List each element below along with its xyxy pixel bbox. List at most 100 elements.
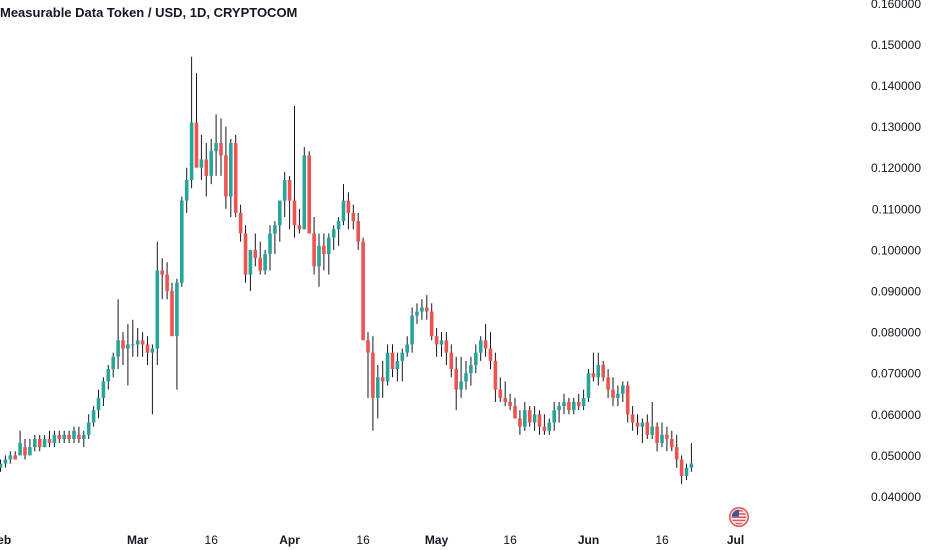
candle xyxy=(390,344,395,378)
price-tick-label: 0.040000 xyxy=(871,490,921,504)
candle xyxy=(454,356,458,411)
candle-body xyxy=(601,364,605,378)
candle-body xyxy=(625,385,630,415)
candle xyxy=(111,352,115,378)
candle-body xyxy=(233,143,238,213)
candle-body xyxy=(57,434,62,439)
candle xyxy=(537,410,542,435)
candle xyxy=(224,126,228,209)
candle xyxy=(552,401,556,431)
candle-body xyxy=(464,373,468,382)
candle xyxy=(415,303,419,324)
candle xyxy=(621,381,625,402)
candle xyxy=(47,430,52,448)
candle xyxy=(322,233,326,271)
candle xyxy=(469,356,473,386)
candle xyxy=(474,344,478,374)
candle-body xyxy=(13,455,17,460)
candle-body xyxy=(263,254,267,271)
candle-body xyxy=(385,352,390,382)
candle-body xyxy=(273,225,277,234)
candle xyxy=(278,200,282,242)
candle-body xyxy=(341,200,346,222)
price-tick-label: 0.150000 xyxy=(871,38,921,52)
candle-body xyxy=(645,422,650,435)
time-axis[interactable]: Feb Mar 16 Apr 16 May 16 Jun 16 Jul xyxy=(0,533,744,547)
candle xyxy=(135,327,140,357)
candle-body xyxy=(537,414,542,427)
candle xyxy=(371,336,375,431)
candle xyxy=(327,233,331,275)
candle xyxy=(503,381,507,407)
candle xyxy=(121,332,125,365)
candle-body xyxy=(498,389,503,398)
candle xyxy=(351,204,356,230)
time-tick-label: Jul xyxy=(727,533,744,547)
candle-body xyxy=(596,364,601,378)
time-tick-label: Jun xyxy=(578,533,599,547)
price-tick-label: 0.140000 xyxy=(871,79,921,93)
candle-body xyxy=(395,360,400,370)
candle xyxy=(18,430,22,456)
candle xyxy=(165,262,169,300)
candle xyxy=(3,455,8,468)
candle-body xyxy=(86,422,91,435)
candle xyxy=(606,369,610,398)
candle-body xyxy=(287,180,292,201)
candle xyxy=(312,217,316,275)
candle-body xyxy=(351,212,356,222)
candle xyxy=(258,241,262,275)
candle xyxy=(650,401,654,439)
candle-body xyxy=(82,434,86,439)
candle xyxy=(52,430,57,448)
candle xyxy=(302,147,307,230)
candle xyxy=(91,406,96,427)
candle xyxy=(444,332,449,365)
candle xyxy=(33,434,37,452)
candle xyxy=(126,323,130,386)
candle-body xyxy=(155,270,160,349)
candle-body xyxy=(101,381,106,398)
candle xyxy=(527,406,532,427)
candle-body xyxy=(327,237,331,255)
time-tick-label: May xyxy=(425,533,449,547)
candle-body xyxy=(616,393,620,398)
candle-body xyxy=(3,459,8,464)
candle xyxy=(581,389,586,411)
candle-body xyxy=(189,122,194,181)
candle-body xyxy=(552,410,556,423)
candle xyxy=(317,233,321,287)
candle xyxy=(253,233,258,267)
candle xyxy=(346,192,351,230)
candle xyxy=(297,208,302,234)
candle-body xyxy=(170,291,174,337)
candle xyxy=(175,278,179,390)
candle-body xyxy=(356,221,360,242)
candle xyxy=(630,406,635,431)
candle xyxy=(518,410,522,435)
candle xyxy=(645,414,650,439)
candle xyxy=(77,426,81,444)
candle xyxy=(96,389,101,419)
candle-body xyxy=(229,143,233,197)
candle xyxy=(493,352,498,402)
us-flag-icon[interactable] xyxy=(729,507,749,527)
candle xyxy=(131,319,135,357)
candle-body xyxy=(439,340,444,345)
candle-body xyxy=(297,225,302,230)
candle-body xyxy=(282,180,287,201)
candle-body xyxy=(307,155,311,234)
candle-body xyxy=(150,348,155,353)
price-axis[interactable]: 0.040000 0.050000 0.060000 0.070000 0.080000… xyxy=(871,0,921,504)
candle-body xyxy=(415,311,419,316)
price-tick-label: 0.160000 xyxy=(871,0,921,11)
candle xyxy=(542,414,547,435)
candle-body xyxy=(248,249,253,275)
candle xyxy=(655,422,659,452)
candle-body xyxy=(346,200,351,213)
candle xyxy=(395,352,400,382)
candle-body xyxy=(219,143,223,156)
candle-body xyxy=(376,377,380,398)
